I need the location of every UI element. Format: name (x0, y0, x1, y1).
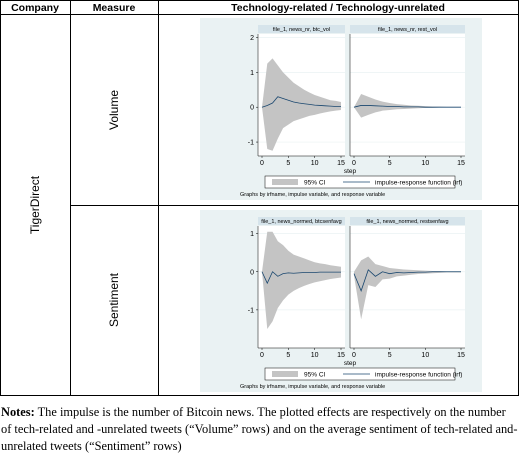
panel-title-bar (350, 25, 465, 33)
y-tick-label: 2 (250, 35, 254, 42)
irf-line (261, 96, 341, 108)
legend-label: 95% CI (304, 180, 326, 187)
y-tick-label: 0 (250, 269, 254, 276)
x-tick-label: 0 (352, 160, 356, 167)
ci-band (354, 93, 461, 118)
x-tick-label: 15 (457, 160, 465, 167)
legend-swatch (272, 371, 298, 377)
legend-swatch (272, 179, 298, 185)
panel-title: file_1, news_nr, rest_vol (378, 27, 437, 33)
x-tick-label: 0 (352, 352, 356, 359)
company-cell: TigerDirect (28, 175, 42, 234)
x-tick-label: 0 (260, 352, 264, 359)
panel-title: file_1, news_nr, btc_vol (273, 27, 330, 33)
ci-band (354, 256, 461, 320)
panel-title-bar (258, 25, 345, 33)
x-tick-label: 10 (311, 160, 319, 167)
header-cell: Measure (93, 2, 136, 14)
x-tick-label: 15 (457, 352, 465, 359)
x-tick-label: 5 (388, 352, 392, 359)
x-axis-label: step (344, 168, 357, 175)
measure-cell: Sentiment (107, 272, 121, 327)
x-axis-label: step (344, 360, 357, 367)
notes: Notes: The impulse is the number of Bitc… (1, 404, 518, 455)
notes-label: Notes: (1, 405, 35, 419)
ci-band (262, 58, 341, 151)
notes-text: The impulse is the number of Bitcoin new… (1, 405, 518, 453)
y-tick-label: -1 (248, 307, 254, 314)
header-cell: Company (11, 2, 59, 14)
x-tick-label: 10 (421, 160, 429, 167)
irf-line (353, 269, 461, 292)
header-cell: Technology-related / Technology-unrelate… (231, 2, 445, 14)
panel-title: file_1, news_normed, restsenfavg (366, 219, 448, 225)
plot-region (350, 226, 465, 348)
x-tick-label: 10 (311, 352, 319, 359)
x-tick-label: 5 (388, 160, 392, 167)
legend-label: impulse-response function (irf) (375, 180, 462, 187)
legend-label: impulse-response function (irf) (375, 372, 462, 379)
x-tick-label: 15 (337, 352, 345, 359)
panel-title-bar (258, 217, 345, 225)
table: Company Measure Technology-related / Tec… (0, 0, 519, 396)
irf-line (261, 271, 341, 285)
table-borders (0, 0, 519, 396)
x-tick-label: 5 (286, 160, 290, 167)
legend-label: 95% CI (304, 372, 326, 379)
y-tick-label: 1 (250, 231, 254, 238)
ci-band (262, 231, 341, 329)
graph-caption: Graphs by irfname, impulse variable, and… (240, 192, 385, 198)
x-tick-label: 15 (337, 160, 345, 167)
irf-graph: file_1, news_nr, btc_vol -1 0 1 2 0 5 10 15 file_… (200, 18, 482, 200)
irf-line (353, 105, 461, 108)
x-tick-label: 10 (421, 352, 429, 359)
panel-title: file_1, news_normed, btcsenfavg (261, 219, 341, 225)
measure-cell: Volume (107, 90, 121, 130)
panel-title-bar (350, 217, 465, 225)
plot-region (350, 34, 465, 156)
y-tick-label: 0 (250, 105, 254, 112)
x-tick-label: 0 (260, 160, 264, 167)
x-tick-label: 5 (286, 352, 290, 359)
graph-caption: Graphs by irfname, impulse variable, and… (240, 384, 385, 390)
y-tick-label: 1 (250, 70, 254, 77)
y-tick-label: -1 (248, 140, 254, 147)
